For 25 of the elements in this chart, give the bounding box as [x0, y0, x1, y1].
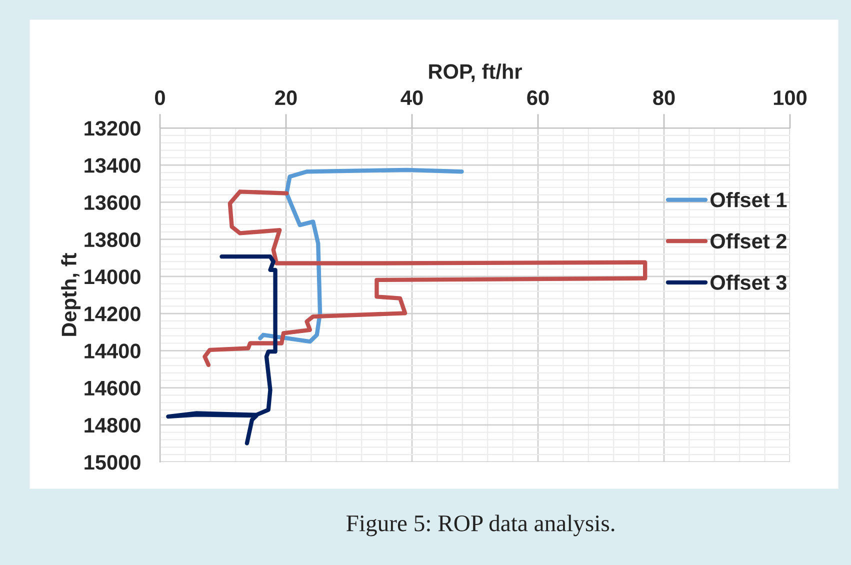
x-tick-label: 0	[155, 90, 165, 106]
x-tick-label: 60	[527, 90, 549, 106]
legend-label: Offset 2	[710, 233, 786, 249]
x-tick-label: 80	[653, 90, 675, 106]
caption: Figure 5: ROP data analysis.	[346, 514, 614, 536]
y-tick-label: 14000	[84, 269, 140, 284]
x-tick-label: 40	[400, 90, 423, 106]
y-tick-label: 13400	[84, 158, 140, 173]
line-series	[202, 190, 648, 368]
y-tick-label: 14600	[84, 380, 140, 396]
line-series	[166, 254, 278, 446]
y-tick-label: 14400	[84, 344, 140, 358]
y-tick-label: 14800	[84, 418, 140, 433]
x-tick-label: 100	[774, 90, 807, 106]
line-series	[258, 168, 464, 344]
y-axis-title: Depth, ft	[61, 253, 81, 336]
x-tick-label: 20	[275, 90, 297, 106]
y-tick-label: 13200	[84, 121, 140, 136]
x-axis-title: ROP, ft/hr	[429, 64, 522, 82]
y-tick-label: 14200	[84, 306, 140, 322]
legend-label: Offset 3	[710, 274, 786, 290]
y-tick-label: 15000	[84, 455, 140, 470]
y-tick-label: 13800	[84, 232, 140, 248]
y-tick-label: 13600	[84, 195, 140, 210]
legend-label: Offset 1	[710, 192, 787, 208]
